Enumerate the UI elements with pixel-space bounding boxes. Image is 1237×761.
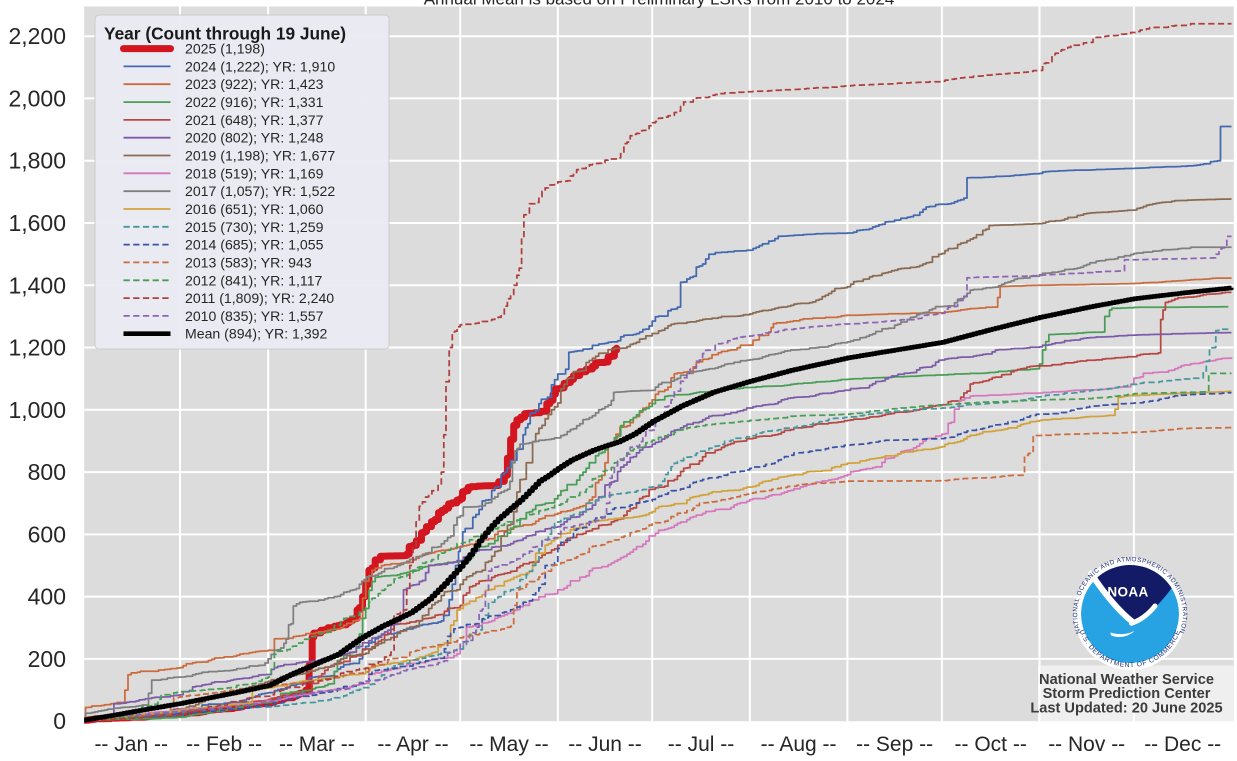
svg-text:0: 0 xyxy=(53,708,66,734)
svg-text:2014 (685); YR: 1,055: 2014 (685); YR: 1,055 xyxy=(185,237,324,253)
svg-text:-- Nov --: -- Nov -- xyxy=(1048,733,1125,756)
svg-text:2015 (730); YR: 1,259: 2015 (730); YR: 1,259 xyxy=(185,219,324,235)
svg-text:Last Updated: 20 June 2025: Last Updated: 20 June 2025 xyxy=(1030,701,1222,717)
svg-text:-- Jul --: -- Jul -- xyxy=(668,733,735,756)
svg-text:2,200: 2,200 xyxy=(8,23,66,49)
svg-text:2013 (583); YR: 943: 2013 (583); YR: 943 xyxy=(185,254,312,270)
svg-text:-- May --: -- May -- xyxy=(469,733,548,756)
svg-text:Mean (894); YR: 1,392: Mean (894); YR: 1,392 xyxy=(185,326,327,342)
svg-text:Storm Prediction Center: Storm Prediction Center xyxy=(1043,686,1211,702)
svg-text:2011 (1,809); YR: 2,240: 2011 (1,809); YR: 2,240 xyxy=(185,290,334,306)
svg-text:2020 (802); YR: 1,248: 2020 (802); YR: 1,248 xyxy=(185,130,324,146)
svg-text:600: 600 xyxy=(28,521,66,547)
svg-text:1,400: 1,400 xyxy=(8,272,66,298)
svg-text:2021 (648); YR: 1,377: 2021 (648); YR: 1,377 xyxy=(185,112,324,128)
svg-text:200: 200 xyxy=(28,646,66,672)
svg-text:Annual Mean is based on Prelim: Annual Mean is based on Preliminary LSRs… xyxy=(424,0,895,9)
svg-text:2018 (519); YR: 1,169: 2018 (519); YR: 1,169 xyxy=(185,165,324,181)
svg-text:-- Dec --: -- Dec -- xyxy=(1144,733,1221,756)
svg-text:-- Jan --: -- Jan -- xyxy=(94,733,168,756)
svg-text:1,000: 1,000 xyxy=(8,397,66,423)
svg-text:2023 (922); YR: 1,423: 2023 (922); YR: 1,423 xyxy=(185,76,324,92)
svg-text:-- Feb --: -- Feb -- xyxy=(186,733,262,756)
svg-text:400: 400 xyxy=(28,584,66,610)
svg-text:1,200: 1,200 xyxy=(8,335,66,361)
svg-text:2019 (1,198); YR: 1,677: 2019 (1,198); YR: 1,677 xyxy=(185,148,335,164)
svg-text:2,000: 2,000 xyxy=(8,85,66,111)
svg-text:800: 800 xyxy=(28,459,66,485)
svg-text:2016 (651); YR: 1,060: 2016 (651); YR: 1,060 xyxy=(185,201,324,217)
svg-text:NOAA: NOAA xyxy=(1107,585,1148,600)
svg-text:-- Sep --: -- Sep -- xyxy=(856,733,933,756)
svg-text:2024 (1,222); YR: 1,910: 2024 (1,222); YR: 1,910 xyxy=(185,58,335,74)
svg-text:1,600: 1,600 xyxy=(8,210,66,236)
svg-text:2025 (1,198): 2025 (1,198) xyxy=(185,41,265,57)
svg-text:-- Jun --: -- Jun -- xyxy=(568,733,642,756)
svg-text:-- Apr --: -- Apr -- xyxy=(377,733,448,756)
svg-text:1,800: 1,800 xyxy=(8,148,66,174)
svg-text:2017 (1,057); YR: 1,522: 2017 (1,057); YR: 1,522 xyxy=(185,183,335,199)
svg-text:Year (Count through 19 June): Year (Count through 19 June) xyxy=(104,24,346,44)
svg-text:National Weather Service: National Weather Service xyxy=(1039,672,1214,688)
svg-text:2010 (835); YR: 1,557: 2010 (835); YR: 1,557 xyxy=(185,308,324,324)
svg-text:2022 (916); YR: 1,331: 2022 (916); YR: 1,331 xyxy=(185,94,324,110)
svg-text:-- Oct --: -- Oct -- xyxy=(955,733,1027,756)
svg-text:-- Aug --: -- Aug -- xyxy=(761,733,837,756)
svg-text:2012 (841); YR: 1,117: 2012 (841); YR: 1,117 xyxy=(185,272,323,288)
svg-text:-- Mar --: -- Mar -- xyxy=(279,733,355,756)
